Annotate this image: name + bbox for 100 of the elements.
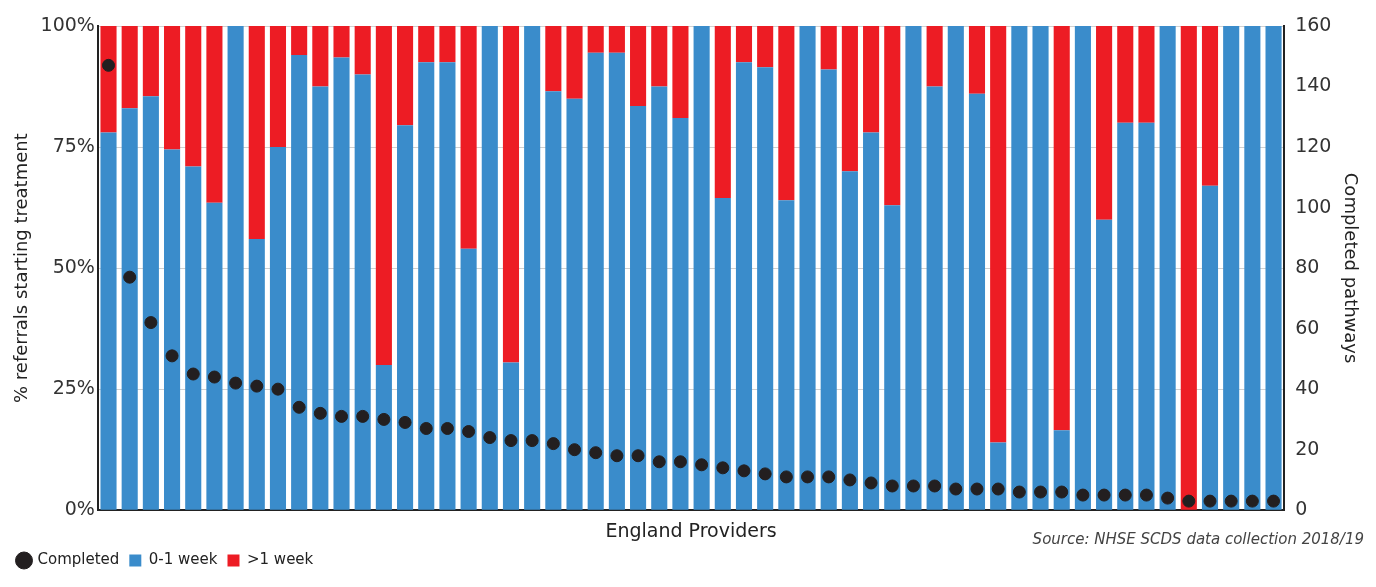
point — [652, 455, 666, 469]
bar — [164, 26, 181, 150]
bar — [502, 362, 520, 510]
bar — [1117, 26, 1134, 123]
point — [843, 473, 857, 487]
bar — [863, 26, 880, 133]
y2-tick-label: 20 — [1295, 436, 1320, 459]
bar — [905, 26, 922, 510]
y2-axis-title: Completed pathways — [1340, 172, 1362, 364]
bar — [714, 197, 731, 510]
point — [186, 367, 200, 381]
bar — [1096, 26, 1113, 220]
point — [356, 409, 370, 423]
bar — [312, 86, 329, 510]
bar — [439, 62, 456, 510]
bar — [926, 26, 943, 87]
point — [779, 470, 793, 484]
bar — [418, 26, 435, 63]
y-tick-label: 50% — [52, 255, 95, 278]
bar — [757, 26, 774, 68]
bar — [778, 26, 795, 201]
y-tick-label: 0% — [64, 497, 95, 520]
y-tick-label: 75% — [52, 133, 95, 156]
bar — [397, 125, 414, 510]
bar — [121, 108, 138, 510]
bar — [185, 26, 202, 167]
bar — [820, 69, 837, 510]
bar — [990, 26, 1007, 443]
y2-tick-label: 140 — [1295, 73, 1332, 96]
point — [737, 464, 751, 478]
point — [801, 470, 815, 484]
legend-label: 0-1 week — [148, 550, 218, 569]
source-note: Source: NHSE SCDS data collection 2018/19 — [1032, 530, 1364, 549]
bar — [1053, 26, 1070, 431]
bar — [481, 26, 498, 510]
bar — [672, 26, 689, 118]
bar — [227, 26, 244, 510]
y2-tick-label: 100 — [1295, 194, 1332, 217]
bar — [291, 55, 308, 510]
bar — [947, 26, 964, 510]
bar — [926, 86, 943, 510]
bar — [757, 67, 774, 510]
bar — [185, 166, 202, 510]
point — [144, 316, 158, 330]
bar — [1117, 122, 1134, 510]
bar — [1201, 185, 1219, 510]
point — [1055, 485, 1069, 499]
y2-tick-label: 40 — [1295, 376, 1320, 399]
bar — [1074, 26, 1091, 510]
bar — [248, 26, 265, 240]
point — [568, 443, 582, 457]
bar — [291, 26, 308, 56]
point — [335, 409, 349, 423]
bar — [164, 149, 181, 510]
bar — [1032, 26, 1049, 510]
legend-label: >1 week — [246, 550, 314, 569]
bar — [735, 26, 753, 63]
bar — [1138, 26, 1155, 123]
point — [610, 449, 624, 463]
point — [695, 458, 709, 472]
bar — [100, 132, 117, 510]
point — [1034, 485, 1048, 499]
bar — [142, 26, 159, 97]
point — [123, 270, 137, 284]
point — [631, 449, 645, 463]
point — [949, 482, 963, 496]
point — [313, 406, 327, 420]
point — [271, 382, 285, 396]
legend-label: Completed — [37, 550, 120, 569]
bar — [1223, 26, 1240, 510]
x-axis-title: England Providers — [605, 518, 777, 541]
bar — [460, 26, 477, 249]
point — [1118, 488, 1132, 502]
bar — [884, 205, 901, 510]
point — [102, 58, 116, 72]
point — [504, 434, 518, 448]
bar — [502, 26, 520, 363]
bar — [142, 96, 159, 510]
point — [419, 421, 433, 435]
bar — [778, 200, 795, 510]
point — [1203, 494, 1217, 508]
bar — [206, 26, 223, 203]
y-tick-label: 25% — [52, 376, 95, 399]
point — [1245, 494, 1259, 508]
point — [1224, 494, 1238, 508]
point — [1139, 488, 1153, 502]
bar — [693, 26, 710, 510]
bar — [100, 26, 117, 133]
bar — [672, 118, 689, 510]
bar — [630, 105, 647, 510]
bar — [884, 26, 901, 206]
point — [822, 470, 836, 484]
point — [928, 479, 942, 493]
bar — [206, 202, 223, 510]
bar — [1244, 26, 1261, 510]
point — [1161, 491, 1175, 505]
y2-tick-label: 0 — [1295, 497, 1308, 520]
point — [589, 446, 603, 460]
y2-tick-label: 80 — [1295, 255, 1320, 278]
bar — [608, 52, 625, 510]
